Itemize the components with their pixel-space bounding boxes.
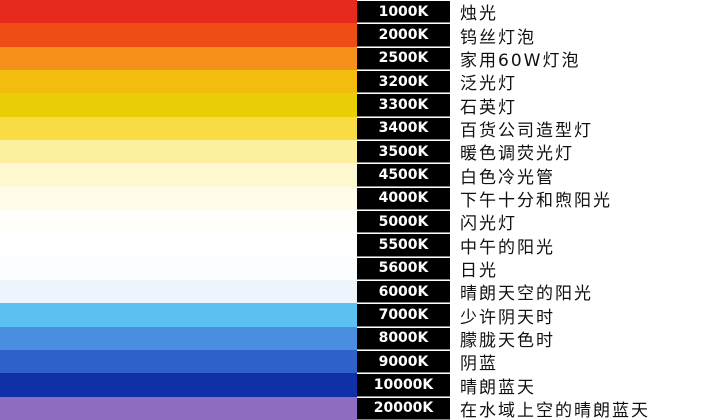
light-source-description: 少许阴天时 xyxy=(460,307,555,328)
color-swatch xyxy=(0,163,357,187)
light-source-description: 晴朗蓝天 xyxy=(460,377,536,398)
color-swatch xyxy=(0,256,357,280)
color-swatch xyxy=(0,0,357,24)
color-swatch xyxy=(0,93,357,117)
light-source-description: 朦胧天色时 xyxy=(460,330,555,351)
light-source-description: 在水域上空的晴朗蓝天 xyxy=(460,400,650,420)
light-source-description: 下午十分和煦阳光 xyxy=(460,190,612,211)
temperature-label: 2000K xyxy=(357,24,450,46)
temperature-label: 7000K xyxy=(357,304,450,326)
light-source-description: 泛光灯 xyxy=(460,74,517,95)
temperature-label: 2500K xyxy=(357,47,450,69)
light-source-description: 晴朗天空的阳光 xyxy=(460,284,593,305)
temperature-label: 10000K xyxy=(357,374,450,396)
temperature-row: 3200K 泛光灯 xyxy=(0,70,722,95)
temperature-row: 5500K 中午的阳光 xyxy=(0,233,722,258)
color-swatch xyxy=(0,46,357,70)
temperature-label: 5500K xyxy=(357,234,450,256)
light-source-description: 石英灯 xyxy=(460,97,517,118)
temperature-label: 3400K xyxy=(357,117,450,139)
color-swatch xyxy=(0,186,357,210)
color-swatch xyxy=(0,116,357,140)
temperature-row: 2000K 钨丝灯泡 xyxy=(0,23,722,48)
temperature-label: 5000K xyxy=(357,211,450,233)
color-swatch xyxy=(0,373,357,397)
temperature-label: 1000K xyxy=(357,1,450,23)
temperature-row: 4000K 下午十分和煦阳光 xyxy=(0,186,722,211)
color-swatch xyxy=(0,303,357,327)
temperature-label: 6000K xyxy=(357,281,450,303)
light-source-description: 百货公司造型灯 xyxy=(460,120,593,141)
temperature-row: 10000K 晴朗蓝天 xyxy=(0,373,722,398)
color-swatch xyxy=(0,350,357,374)
temperature-label: 5600K xyxy=(357,257,450,279)
color-swatch xyxy=(0,23,357,47)
temperature-row: 7000K 少许阴天时 xyxy=(0,303,722,328)
color-swatch xyxy=(0,396,357,420)
light-source-description: 白色冷光管 xyxy=(460,167,555,188)
color-swatch xyxy=(0,280,357,304)
light-source-description: 阴蓝 xyxy=(460,354,498,375)
temperature-label: 4000K xyxy=(357,187,450,209)
light-source-description: 闪光灯 xyxy=(460,214,517,235)
light-source-description: 钨丝灯泡 xyxy=(460,27,536,48)
temperature-row: 8000K 朦胧天色时 xyxy=(0,326,722,351)
light-source-description: 家用60W灯泡 xyxy=(460,50,581,71)
temperature-row: 3400K 百货公司造型灯 xyxy=(0,116,722,141)
temperature-row: 9000K 阴蓝 xyxy=(0,350,722,375)
temperature-row: 1000K 烛光 xyxy=(0,0,722,25)
temperature-label: 8000K xyxy=(357,327,450,349)
light-source-description: 日光 xyxy=(460,260,498,281)
temperature-row: 5600K 日光 xyxy=(0,256,722,281)
temperature-row: 3500K 暖色调荧光灯 xyxy=(0,140,722,165)
light-source-description: 烛光 xyxy=(460,4,498,25)
color-swatch xyxy=(0,210,357,234)
color-swatch xyxy=(0,326,357,350)
color-swatch xyxy=(0,70,357,94)
temperature-row: 6000K 晴朗天空的阳光 xyxy=(0,280,722,305)
temperature-label: 4500K xyxy=(357,164,450,186)
temperature-label: 9000K xyxy=(357,351,450,373)
temperature-label: 3500K xyxy=(357,141,450,163)
temperature-label: 20000K xyxy=(357,397,450,419)
color-swatch xyxy=(0,140,357,164)
color-swatch xyxy=(0,233,357,257)
light-source-description: 暖色调荧光灯 xyxy=(460,144,574,165)
light-source-description: 中午的阳光 xyxy=(460,237,555,258)
temperature-row: 3300K 石英灯 xyxy=(0,93,722,118)
temperature-label: 3300K xyxy=(357,94,450,116)
temperature-label: 3200K xyxy=(357,71,450,93)
temperature-row: 20000K 在水域上空的晴朗蓝天 xyxy=(0,396,722,420)
temperature-row: 4500K 白色冷光管 xyxy=(0,163,722,188)
temperature-row: 5000K 闪光灯 xyxy=(0,210,722,235)
temperature-row: 2500K 家用60W灯泡 xyxy=(0,46,722,71)
